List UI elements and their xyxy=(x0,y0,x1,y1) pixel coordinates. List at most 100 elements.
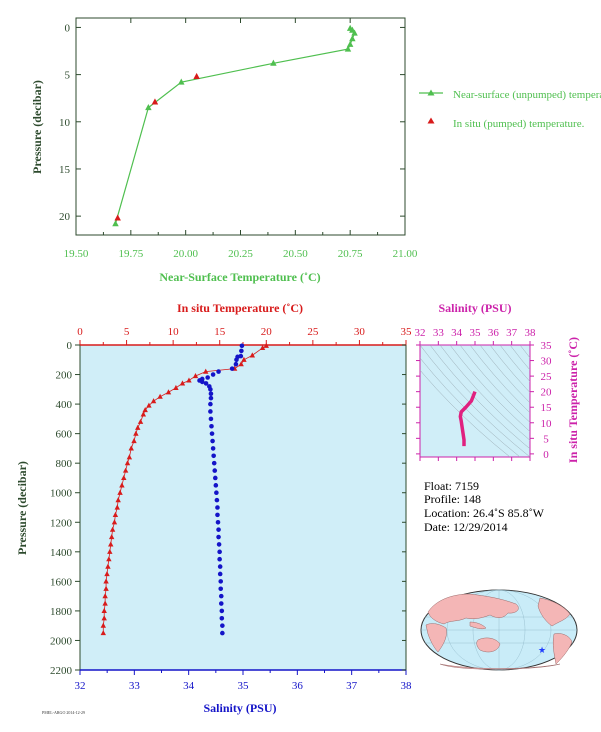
ts-contour xyxy=(420,357,521,457)
pressure-tick-label: 1800 xyxy=(50,606,73,618)
main-plot-frame xyxy=(79,344,407,671)
profile-chart: 0 5 10 15 20 25 30 35 32 33 34 35 36 37 38 0 200 400 600… xyxy=(15,301,412,715)
salinity-point xyxy=(205,375,210,380)
pressure-tick-label: 1000 xyxy=(50,488,73,500)
ts-title: Salinity (PSU) xyxy=(438,301,511,315)
temperature-point xyxy=(238,361,244,367)
salinity-point xyxy=(219,615,225,621)
temperature-point xyxy=(165,389,172,395)
salinity-point xyxy=(216,369,221,374)
temp-tick-label: 10 xyxy=(168,326,180,338)
land-south-america xyxy=(552,633,573,665)
in-situ-point xyxy=(193,72,200,80)
salinity-point xyxy=(233,361,239,367)
temperature-point xyxy=(259,344,266,351)
float-location-marker: ★ xyxy=(538,645,546,655)
main-bottom-axis-label: Salinity (PSU) xyxy=(203,701,276,715)
near-surface-point xyxy=(346,24,354,31)
temperature-point xyxy=(111,519,118,525)
salinity-point xyxy=(229,366,235,371)
temperature-point xyxy=(102,593,108,599)
float-info: Float: 7159 Profile: 148 Location: 26.4˚… xyxy=(424,479,545,534)
temperature-point xyxy=(114,504,120,510)
salinity-point xyxy=(217,571,223,577)
near-surface-point xyxy=(178,78,185,85)
profile-number: Profile: 148 xyxy=(424,492,481,506)
legend-in-situ-marker xyxy=(427,117,435,124)
location-map: ★ xyxy=(420,589,578,671)
ts-temp-tick-label: 0 xyxy=(543,449,549,461)
temperature-point xyxy=(105,563,111,569)
sal-tick-label: 37 xyxy=(346,680,358,692)
sal-tick-label: 38 xyxy=(401,680,413,692)
top-y-axis-label: Pressure (decibar) xyxy=(30,80,44,174)
temperature-point xyxy=(122,467,129,473)
sal-tick-label: 32 xyxy=(75,680,86,692)
salinity-point xyxy=(212,475,218,481)
legend-in-situ-text-1: In situ (pumped) temperature. xyxy=(453,118,585,130)
salinity-point xyxy=(208,409,213,414)
salinity-point xyxy=(210,446,216,451)
salinity-point xyxy=(210,372,216,377)
temp-tick-label: 35 xyxy=(401,326,413,338)
temperature-point xyxy=(121,474,127,481)
date-text: Date: 12/29/2014 xyxy=(424,520,508,534)
salinity-point xyxy=(220,630,225,636)
temperature-point xyxy=(108,541,114,547)
ts-sal-tick-label: 37 xyxy=(506,327,518,339)
temperature-point xyxy=(131,438,137,444)
ts-contour xyxy=(439,345,530,441)
pressure-tick-label: 400 xyxy=(56,399,73,411)
float-number: Float: 7159 xyxy=(424,479,479,493)
temp-tick-label: 15 xyxy=(214,326,226,338)
top-y-tick-label: 15 xyxy=(59,164,71,176)
salinity-point xyxy=(215,505,220,510)
temperature-point xyxy=(128,445,134,451)
ts-temp-tick-label: 35 xyxy=(541,340,553,352)
top-x-tick-label: 20.50 xyxy=(283,248,308,260)
land-australia xyxy=(476,637,501,653)
temperature-point xyxy=(203,368,209,374)
ts-sal-tick-label: 32 xyxy=(415,327,426,339)
temp-tick-label: 30 xyxy=(354,326,366,338)
temperature-point xyxy=(142,407,148,413)
temp-tick-label: 5 xyxy=(124,326,130,338)
temperature-point xyxy=(102,600,108,606)
salinity-point xyxy=(213,483,219,488)
land-north-america xyxy=(537,597,571,627)
pressure-tick-label: 2000 xyxy=(50,635,73,647)
ts-y-axis-label: In situ Temperature (˚C) xyxy=(566,337,580,463)
location-text: Location: 26.4˚S 85.8˚W xyxy=(424,506,545,520)
legend-near-surface-text-1: Near-surface (unpumped) temperature. xyxy=(453,89,601,101)
salinity-point xyxy=(218,593,224,599)
temperature-point xyxy=(103,578,109,584)
near-surface-temperature-chart: 19.50 19.75 20.00 20.25 20.50 20.75 21.00 0 5 10… xyxy=(30,17,601,284)
legend-near-surface-label: Near-surface (unpumped) temperature. xyxy=(453,89,601,101)
top-x-tick-label: 19.75 xyxy=(118,248,143,260)
salinity-point xyxy=(215,512,220,518)
temperature-point xyxy=(263,342,269,348)
ts-curve xyxy=(458,391,477,447)
legend-near-surface-marker xyxy=(427,89,435,96)
legend-in-situ-label: In situ (pumped) temperature. xyxy=(453,118,585,130)
temp-tick-label: 0 xyxy=(77,326,83,338)
temperature-point xyxy=(112,511,119,517)
ts-contour xyxy=(429,345,530,450)
temperature-point xyxy=(100,630,106,636)
temp-tick-label: 25 xyxy=(307,326,319,338)
near-surface-point xyxy=(346,40,354,47)
pressure-tick-label: 1200 xyxy=(50,517,73,529)
temperature-point xyxy=(117,489,123,495)
temperature-point xyxy=(108,534,115,540)
top-x-tick-label: 20.75 xyxy=(338,248,363,260)
salinity-point xyxy=(216,542,222,547)
salinity-point xyxy=(234,357,239,363)
land-antarctica xyxy=(439,663,561,670)
top-y-tick-label: 10 xyxy=(59,117,71,129)
temperature-point xyxy=(241,356,247,362)
pressure-tick-label: 200 xyxy=(56,370,73,382)
salinity-point xyxy=(214,490,219,496)
salinity-point xyxy=(209,431,215,436)
salinity-point xyxy=(218,586,224,592)
